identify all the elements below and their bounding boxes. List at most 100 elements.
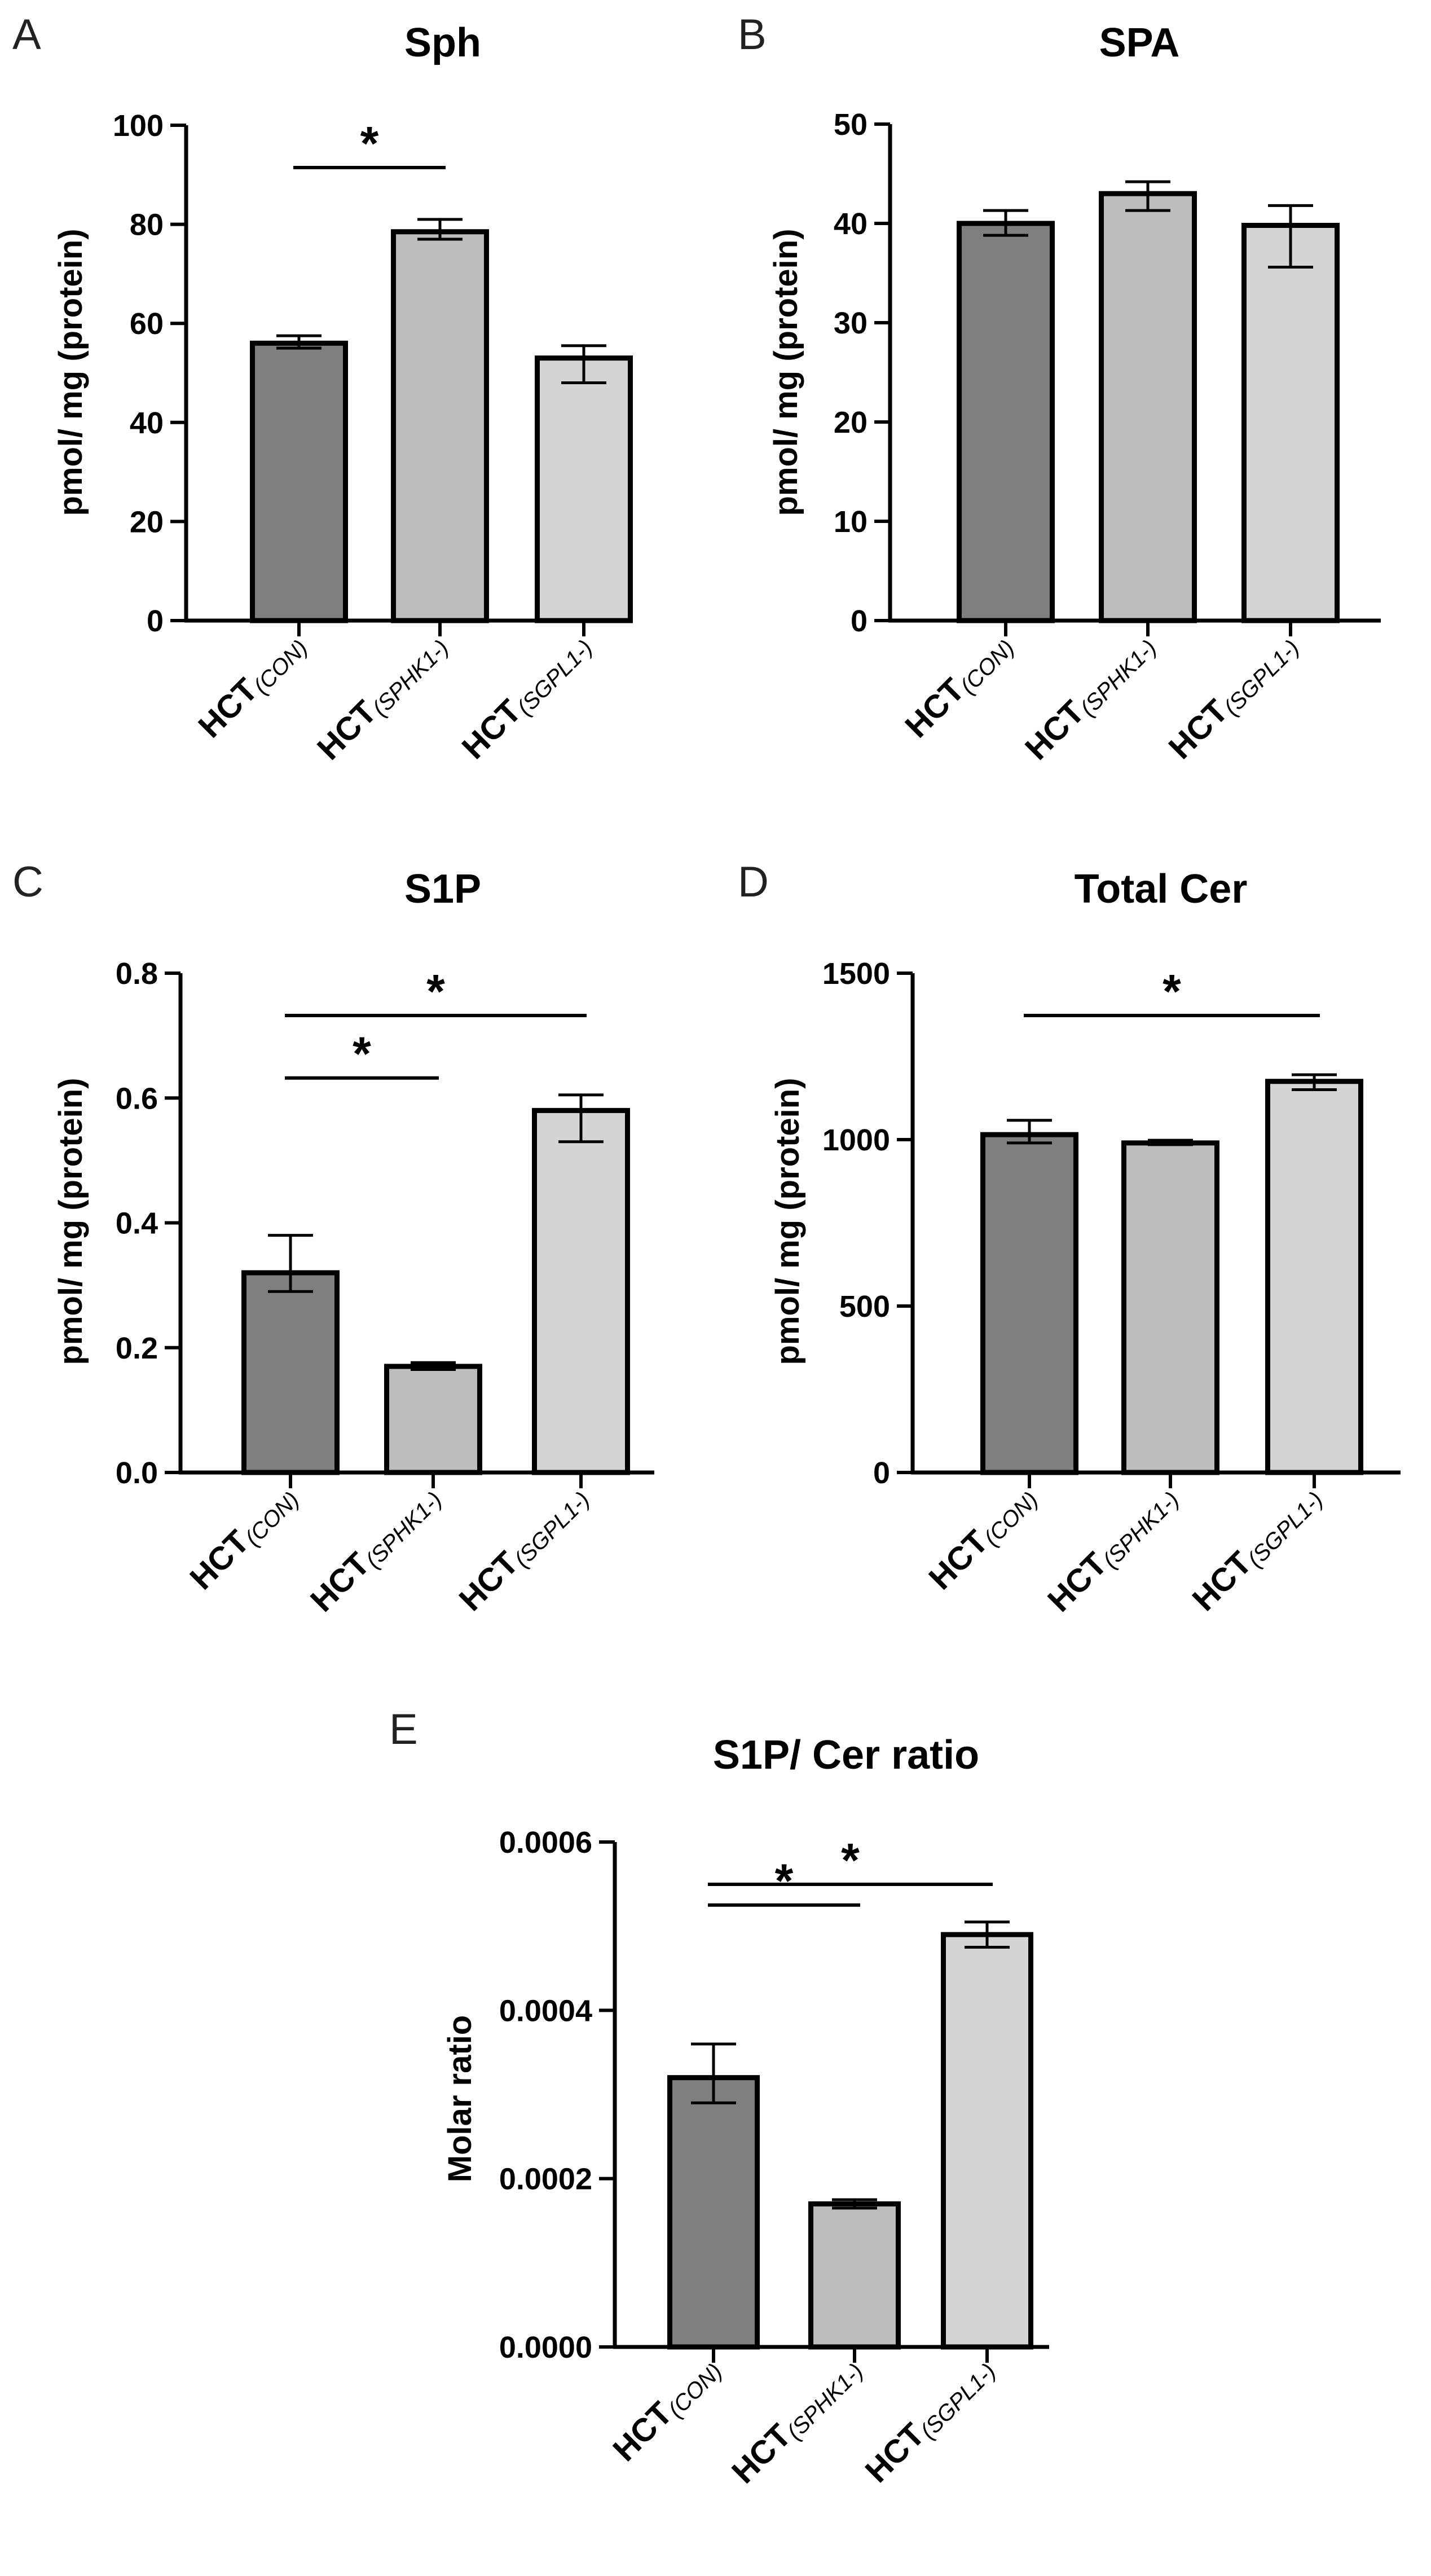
- x-category-label: HCT(SGPL1-): [455, 625, 597, 768]
- chart-sph: Sph pmol/ mg (protein) 0 20 40 60 80 100 HCT(CON…: [52, 20, 633, 768]
- panel-b: B SPA pmol/ mg (protein) 0 10 20 30 40 50 HCT(CO…: [715, 0, 1431, 846]
- chart-s1p-cer-ratio: S1P/ Cer ratio Molar ratio 0.0000 0.0002 0.0…: [442, 1733, 1049, 2492]
- bar-con: [980, 1132, 1078, 1475]
- y-tick-label: 0.0000: [499, 2331, 592, 2364]
- x-category-sub: (SGPL1-): [512, 635, 597, 720]
- bar-sphk1: [384, 1364, 482, 1475]
- x-category-label: HCT(SPHK1-): [725, 2349, 868, 2492]
- x-category-label: HCT(CON): [191, 625, 312, 746]
- y-axis-label: pmol/ mg (protein): [52, 1078, 89, 1365]
- bar-sgpl1: [1241, 223, 1340, 623]
- x-category-label: HCT(CON): [183, 1477, 304, 1598]
- y-tick-label: 100: [113, 109, 164, 143]
- y-tick-label: 0: [873, 1456, 890, 1490]
- chart-s1p: S1P pmol/ mg (protein) 0.0 0.2 0.4 0.6 0.8 HCT(…: [52, 867, 654, 1620]
- y-tick-label: 0.8: [116, 957, 158, 991]
- chart-title: Sph: [404, 20, 481, 65]
- x-category-sub: (CON): [956, 635, 1019, 699]
- bar-sphk1: [391, 229, 489, 623]
- y-tick-label: 0: [851, 604, 868, 638]
- y-tick-label: 500: [839, 1290, 890, 1324]
- bar-sgpl1: [535, 355, 633, 623]
- y-axis-label: Molar ratio: [442, 2015, 478, 2183]
- bar-sphk1: [808, 2201, 901, 2350]
- bar-sphk1: [1099, 191, 1197, 623]
- significance-star: *: [426, 965, 445, 1018]
- panel-letter-b: B: [738, 11, 767, 59]
- chart-title: SPA: [1099, 20, 1180, 65]
- bar-sphk1: [1121, 1140, 1219, 1475]
- y-tick-label: 30: [834, 306, 868, 340]
- panel-a: A Sph pmol/ mg (protein) 0 20 40 60 80 100 HCT(C…: [0, 0, 715, 846]
- y-tick-label: 0.6: [116, 1082, 158, 1115]
- y-tick-label: 20: [130, 505, 164, 539]
- y-tick-label: 80: [130, 208, 164, 242]
- significance-star: *: [360, 117, 379, 170]
- y-tick-label: 1500: [822, 957, 890, 991]
- y-tick-label: 50: [834, 108, 868, 142]
- significance-star: *: [775, 1854, 794, 1907]
- x-category-label: HCT(SPHK1-): [310, 625, 453, 768]
- y-tick-label: 40: [834, 207, 868, 241]
- x-category-label: HCT(CON): [922, 1477, 1043, 1598]
- significance-star: *: [841, 1834, 860, 1887]
- panel-letter-d: D: [738, 858, 769, 906]
- x-category-sub: (SGPL1-): [509, 1487, 595, 1572]
- x-category-label: HCT(SGPL1-): [858, 2349, 1001, 2491]
- x-category-sub: (SPHK1-): [1076, 635, 1161, 721]
- panel-letter-c: C: [12, 858, 43, 906]
- x-category-sub: (SPHK1-): [1098, 1487, 1184, 1573]
- significance-star: *: [353, 1027, 371, 1080]
- bar-con: [957, 221, 1055, 623]
- y-tick-label: 0.4: [116, 1207, 158, 1241]
- x-category-sub: (SPHK1-): [361, 1487, 447, 1573]
- x-category-sub: (CON): [240, 1487, 304, 1551]
- chart-spa: SPA pmol/ mg (protein) 0 10 20 30 40 50 HCT(CON)…: [768, 20, 1381, 768]
- y-tick-label: 0.0006: [499, 1826, 592, 1860]
- panel-c: C S1P pmol/ mg (protein) 0.0 0.2 0.4 0.6 0.8 HC…: [0, 846, 715, 1704]
- y-axis-label: pmol/ mg (protein): [52, 228, 89, 516]
- chart-title: Total Cer: [1075, 867, 1248, 912]
- y-tick-label: 0.0002: [499, 2162, 592, 2196]
- panel-d: D Total Cer pmol/ mg (protein) 0 500 1000 150…: [715, 846, 1431, 1704]
- bar-sgpl1: [1265, 1079, 1363, 1475]
- x-category-label: HCT(SGPL1-): [1185, 1477, 1328, 1620]
- chart-title: S1P: [404, 867, 481, 912]
- y-tick-label: 20: [834, 406, 868, 439]
- y-tick-label: 0.0004: [499, 1994, 592, 2028]
- x-category-sub: (SPHK1-): [782, 2359, 868, 2445]
- panel-e: E S1P/ Cer ratio Molar ratio 0.0000 0.0002 0…: [350, 1704, 1139, 2573]
- chart-total-cer: Total Cer pmol/ mg (protein) 0 500 1000 1500 H…: [769, 867, 1401, 1620]
- y-tick-label: 0.0: [116, 1456, 158, 1490]
- x-category-label: HCT(SGPL1-): [452, 1477, 595, 1620]
- significance-star: *: [1163, 965, 1181, 1018]
- x-category-sub: (CON): [979, 1487, 1043, 1551]
- chart-title: S1P/ Cer ratio: [713, 1733, 979, 1778]
- x-category-sub: (SPHK1-): [368, 635, 453, 721]
- panel-letter-e: E: [389, 1705, 418, 1753]
- y-tick-label: 10: [834, 505, 868, 539]
- panel-letter-a: A: [12, 11, 41, 59]
- x-category-sub: (CON): [663, 2359, 727, 2423]
- y-tick-label: 0.2: [116, 1331, 158, 1365]
- x-category-sub: (SGPL1-): [915, 2359, 1001, 2444]
- y-tick-label: 40: [130, 406, 164, 440]
- bar-con: [241, 1270, 340, 1475]
- y-tick-label: 0: [147, 604, 164, 638]
- x-category-label: HCT(SPHK1-): [1018, 625, 1161, 768]
- x-category-sub: (SGPL1-): [1243, 1487, 1328, 1572]
- x-category-label: HCT(CON): [606, 2349, 727, 2470]
- x-category-sub: (SGPL1-): [1219, 635, 1304, 720]
- x-category-label: HCT(SPHK1-): [303, 1477, 447, 1620]
- x-category-sub: (CON): [249, 635, 312, 699]
- x-category-label: HCT(SGPL1-): [1161, 625, 1304, 768]
- bar-con: [667, 2075, 760, 2350]
- y-axis-label: pmol/ mg (protein): [768, 228, 804, 516]
- bar-sgpl1: [941, 1932, 1033, 2350]
- bar-con: [250, 340, 348, 623]
- y-tick-label: 1000: [822, 1123, 890, 1157]
- y-tick-label: 60: [130, 307, 164, 341]
- x-category-label: HCT(CON): [898, 625, 1019, 746]
- y-axis-label: pmol/ mg (protein): [769, 1078, 806, 1365]
- bar-sgpl1: [532, 1107, 630, 1475]
